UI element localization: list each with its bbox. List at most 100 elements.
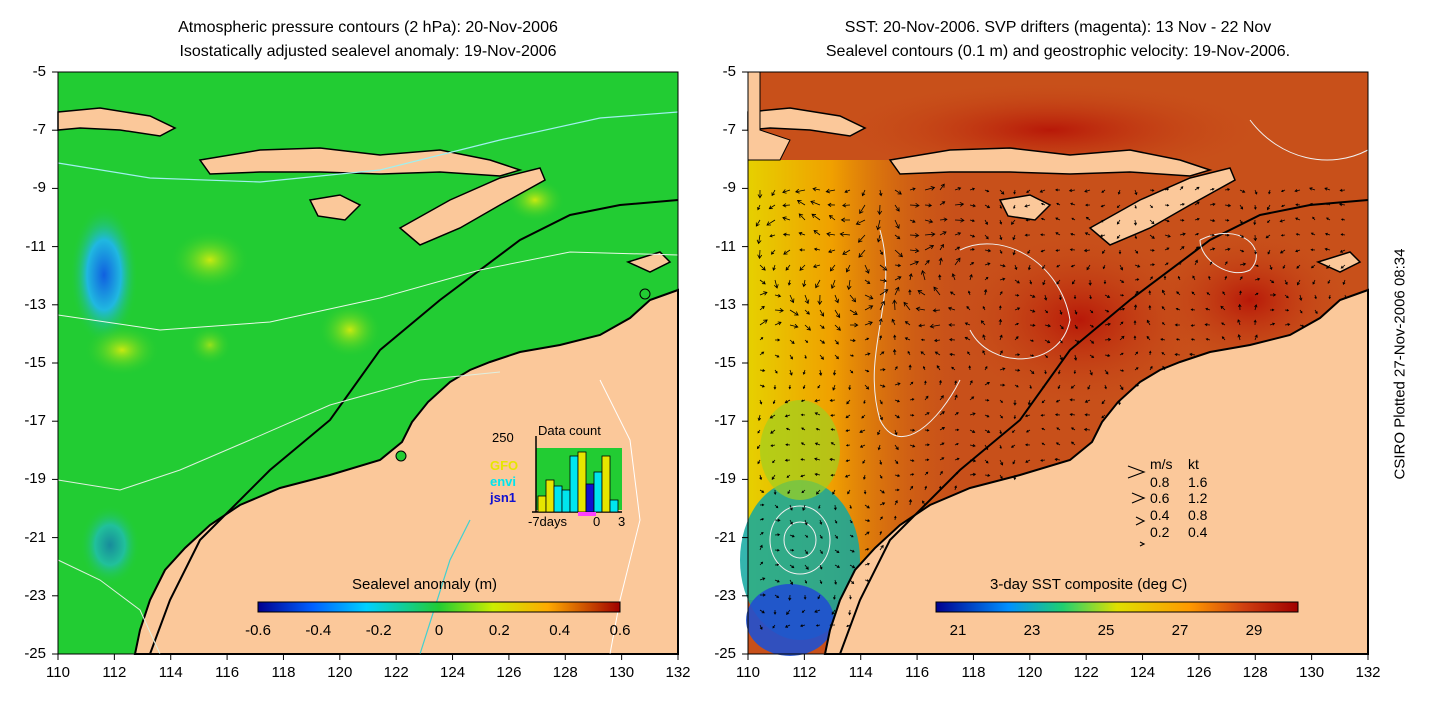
velocity-arrow (878, 318, 883, 326)
velocity-arrow (1265, 234, 1271, 239)
velocity-arrow (782, 189, 791, 194)
velocity-arrow (1314, 309, 1318, 315)
velocity-arrow (879, 249, 883, 256)
velocity-arrow (1013, 414, 1017, 420)
velocity-arrow (1206, 292, 1211, 296)
left-title-line2: Isostatically adjusted sealevel anomaly:… (179, 43, 557, 60)
velocity-arrow (864, 337, 870, 341)
velocity-arrow (1149, 219, 1155, 225)
velocity-arrow (1044, 294, 1048, 301)
velocity-arrow (1116, 219, 1121, 225)
velocity-arrow (825, 188, 836, 194)
velocity-arrow (924, 218, 934, 224)
velocity-arrow (755, 219, 761, 227)
x-tick-label: 116 (215, 664, 240, 681)
legend-arrow-0.2 (1139, 541, 1146, 547)
velocity-arrow (891, 318, 896, 326)
velocity-arrow (924, 471, 929, 476)
velocity-arrow (1104, 384, 1107, 390)
velocity-arrow (909, 398, 915, 401)
velocity-arrow (1069, 413, 1076, 417)
velocity-arrow (954, 443, 959, 446)
velocity-arrow (892, 348, 897, 356)
negative-anomaly-patch (70, 205, 138, 345)
velocity-arrow (1099, 234, 1106, 238)
velocity-arrow (863, 474, 866, 480)
inset-x-label-right: 3 (618, 514, 626, 529)
velocity-arrow (1309, 187, 1316, 191)
velocity-arrow (1209, 202, 1216, 206)
velocity-arrow (1284, 309, 1290, 312)
velocity-arrow (951, 273, 956, 281)
velocity-arrow (1069, 248, 1076, 252)
velocity-arrow (845, 444, 851, 447)
velocity-arrow (759, 291, 768, 296)
velocity-arrow (1073, 354, 1078, 361)
velocity-arrow (1074, 309, 1078, 315)
velocity-arrow (1280, 189, 1286, 193)
velocity-arrow (924, 244, 935, 251)
velocity-arrow (849, 309, 858, 315)
velocity-arrow (774, 518, 781, 522)
velocity-arrow (802, 279, 807, 288)
colorbar-tick-label: 0.4 (549, 622, 571, 639)
velocity-arrow (1101, 189, 1106, 193)
velocity-arrow (784, 399, 791, 404)
velocity-arrow (984, 444, 989, 451)
x-tick-label: 130 (1299, 664, 1325, 681)
velocity-arrow (799, 248, 806, 252)
velocity-arrow (800, 399, 806, 402)
velocity-arrow (908, 273, 913, 281)
velocity-arrow (999, 459, 1004, 466)
velocity-arrow (1269, 308, 1275, 312)
velocity-arrow (774, 504, 779, 509)
velocity-arrow (1220, 305, 1226, 311)
sealevel-contour (1249, 119, 1369, 161)
velocity-arrow (924, 395, 929, 401)
velocity-arrow (999, 444, 1002, 449)
velocity-arrow (1279, 219, 1286, 223)
velocity-arrow (757, 414, 762, 422)
velocity-arrow (947, 306, 956, 311)
velocity-arrow (1116, 204, 1121, 209)
velocity-arrow (759, 337, 764, 341)
velocity-arrow (951, 366, 956, 371)
velocity-arrow (998, 318, 1003, 326)
velocity-arrow (789, 309, 799, 316)
velocity-arrow (774, 533, 781, 537)
velocity-arrow (1163, 275, 1167, 281)
velocity-arrow (759, 544, 763, 551)
velocity-arrow (864, 579, 870, 582)
velocity-arrow (932, 308, 941, 313)
velocity-arrow (817, 294, 823, 306)
velocity-arrow (819, 354, 824, 360)
velocity-arrow (998, 305, 1002, 311)
velocity-arrow (1014, 307, 1021, 311)
velocity-arrow (834, 564, 841, 568)
velocity-arrow (846, 279, 852, 291)
velocity-arrow (876, 234, 882, 243)
velocity-arrow (845, 264, 851, 273)
velocity-arrow (817, 384, 821, 389)
velocity-arrow (846, 624, 851, 627)
velocity-arrow (789, 579, 793, 586)
velocity-arrow (1119, 294, 1125, 297)
velocity-arrow (1134, 384, 1140, 387)
velocity-arrow (1074, 324, 1078, 330)
inset-bar (593, 471, 603, 513)
velocity-arrow (924, 443, 930, 447)
velocity-arrow (908, 498, 913, 506)
velocity-arrow (1133, 335, 1137, 341)
velocity-arrow (1134, 290, 1139, 296)
x-tick-label: 124 (440, 664, 466, 681)
velocity-arrow (1073, 369, 1077, 375)
velocity-arrow (904, 321, 911, 326)
velocity-arrow (939, 243, 944, 251)
velocity-arrow (1119, 352, 1124, 356)
velocity-arrow (969, 204, 976, 208)
velocity-arrow (939, 470, 943, 476)
velocity-arrow (864, 321, 873, 326)
velocity-arrow (1194, 233, 1200, 236)
velocity-arrow (982, 306, 986, 311)
inset-bar (609, 499, 619, 513)
